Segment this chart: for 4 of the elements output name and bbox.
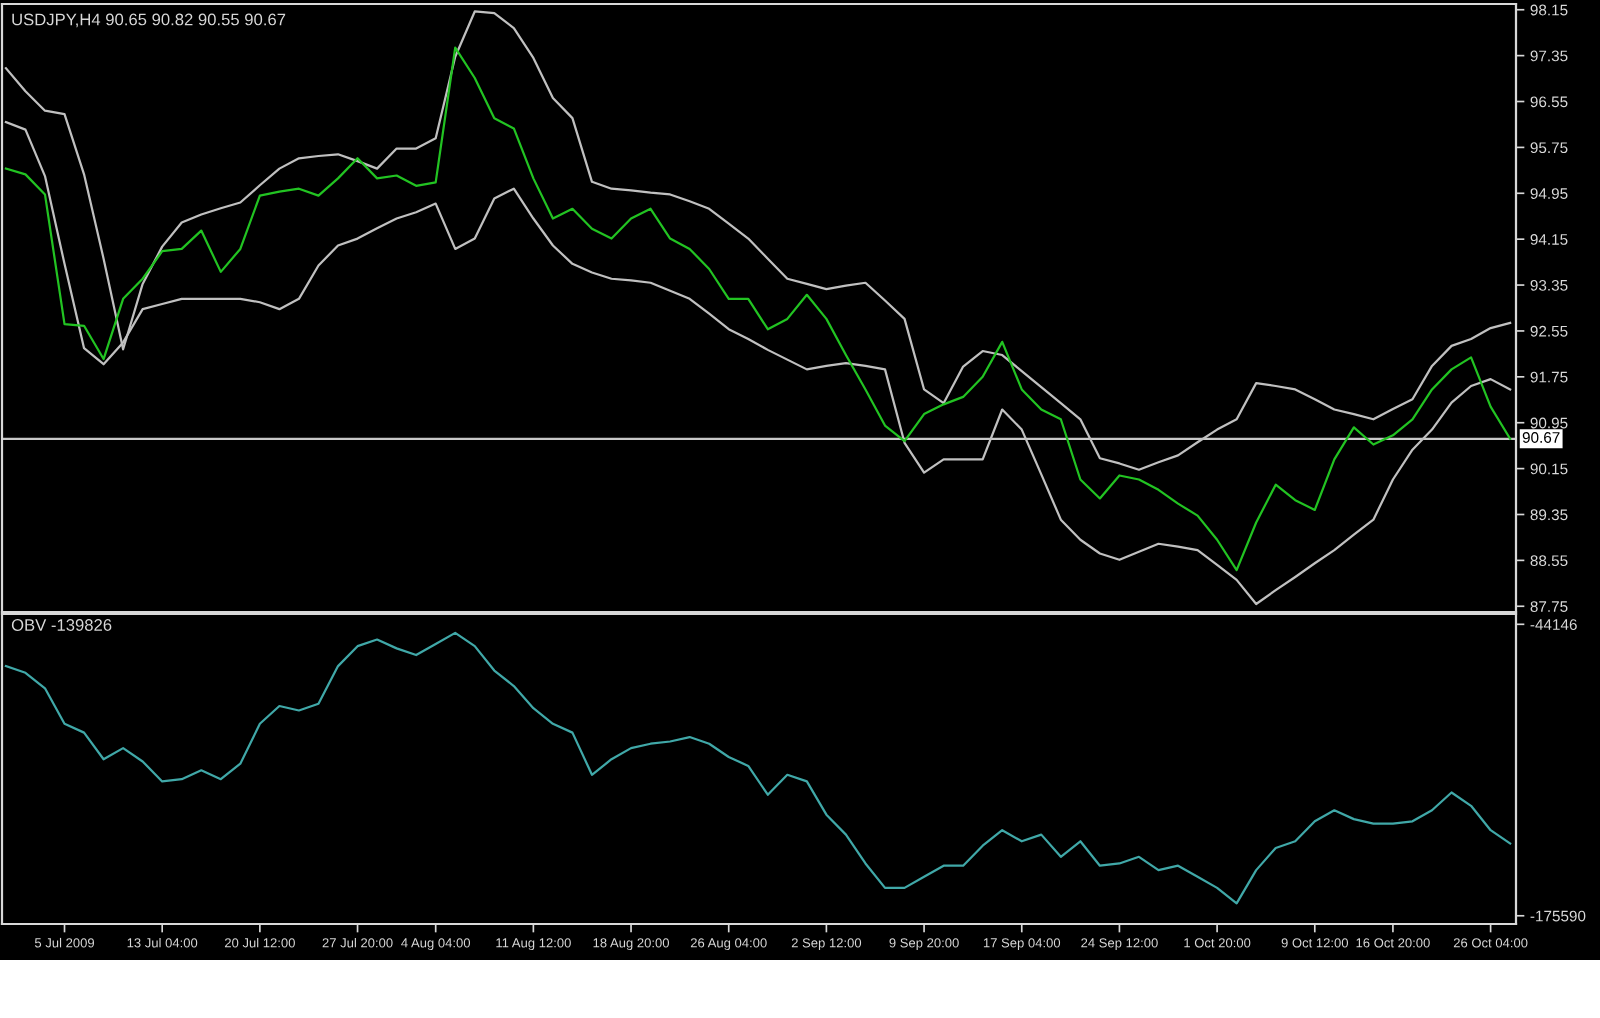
line-series [4,46,1512,572]
chart-title: USDJPY,H4 90.65 90.82 90.55 90.67 [12,13,286,28]
line-series [4,631,1512,905]
chart-title: OBV -139826 [11,619,112,631]
